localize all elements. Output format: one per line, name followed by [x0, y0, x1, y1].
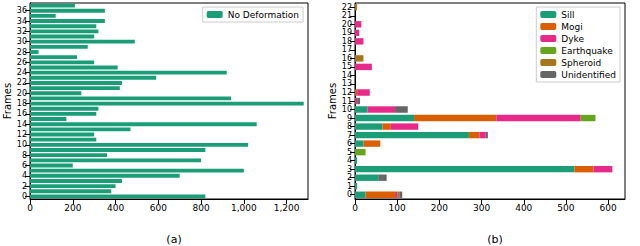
svg-text:Spheroid: Spheroid [561, 58, 601, 68]
svg-text:400: 400 [515, 203, 532, 213]
svg-text:12: 12 [17, 130, 27, 139]
svg-text:1,000: 1,000 [231, 203, 257, 213]
svg-text:12: 12 [342, 88, 352, 97]
svg-text:(b): (b) [487, 233, 503, 246]
svg-text:8: 8 [22, 151, 27, 160]
svg-text:20: 20 [17, 89, 27, 98]
svg-text:600: 600 [150, 203, 167, 213]
svg-text:4: 4 [22, 171, 27, 180]
svg-text:Dyke: Dyke [561, 34, 584, 44]
svg-text:100: 100 [389, 203, 406, 213]
svg-text:(a): (a) [166, 233, 181, 246]
svg-text:8: 8 [347, 122, 352, 131]
svg-text:28: 28 [17, 48, 27, 57]
svg-text:0: 0 [347, 190, 352, 199]
svg-text:Unidentified: Unidentified [561, 70, 616, 80]
svg-text:16: 16 [342, 54, 352, 63]
svg-text:800: 800 [192, 203, 209, 213]
svg-text:22: 22 [342, 3, 352, 12]
svg-text:200: 200 [431, 203, 448, 213]
svg-text:400: 400 [107, 203, 124, 213]
svg-text:13: 13 [342, 79, 352, 88]
svg-text:4: 4 [347, 156, 352, 165]
svg-text:Frames: Frames [2, 83, 13, 119]
svg-text:14: 14 [17, 120, 27, 129]
svg-text:11: 11 [342, 97, 352, 106]
svg-text:Earthquake: Earthquake [561, 46, 613, 56]
svg-text:2: 2 [347, 173, 352, 182]
svg-text:600: 600 [600, 203, 617, 213]
svg-text:1,200: 1,200 [274, 203, 300, 213]
svg-text:0: 0 [27, 203, 33, 213]
svg-text:500: 500 [557, 203, 574, 213]
svg-text:21: 21 [342, 11, 352, 20]
svg-text:18: 18 [342, 37, 352, 46]
svg-text:9: 9 [347, 114, 352, 123]
svg-text:5: 5 [347, 148, 352, 157]
svg-text:1: 1 [347, 182, 352, 191]
svg-text:0: 0 [352, 203, 358, 213]
svg-text:Frames: Frames [327, 83, 338, 119]
svg-text:30: 30 [17, 37, 27, 46]
svg-text:2: 2 [22, 182, 27, 191]
svg-text:24: 24 [17, 68, 27, 77]
svg-text:3: 3 [347, 165, 352, 174]
svg-text:6: 6 [347, 139, 352, 148]
svg-text:200: 200 [64, 203, 81, 213]
svg-text:0: 0 [22, 192, 27, 201]
svg-text:20: 20 [342, 20, 352, 29]
svg-text:19: 19 [342, 28, 352, 37]
svg-text:36: 36 [17, 6, 27, 15]
svg-text:14: 14 [342, 71, 352, 80]
svg-text:300: 300 [473, 203, 490, 213]
svg-text:16: 16 [17, 109, 27, 118]
svg-text:10: 10 [342, 105, 352, 114]
svg-text:10: 10 [17, 140, 27, 149]
svg-text:26: 26 [17, 58, 27, 67]
svg-text:7: 7 [347, 131, 352, 140]
svg-text:No Deformation: No Deformation [228, 10, 299, 20]
svg-text:17: 17 [342, 45, 352, 54]
svg-text:22: 22 [17, 78, 27, 87]
svg-text:32: 32 [17, 27, 27, 36]
svg-text:34: 34 [17, 17, 27, 26]
svg-text:Sill: Sill [561, 10, 574, 20]
svg-text:15: 15 [342, 62, 352, 71]
svg-text:18: 18 [17, 99, 27, 108]
svg-text:Mogi: Mogi [561, 22, 583, 32]
svg-text:6: 6 [22, 161, 27, 170]
